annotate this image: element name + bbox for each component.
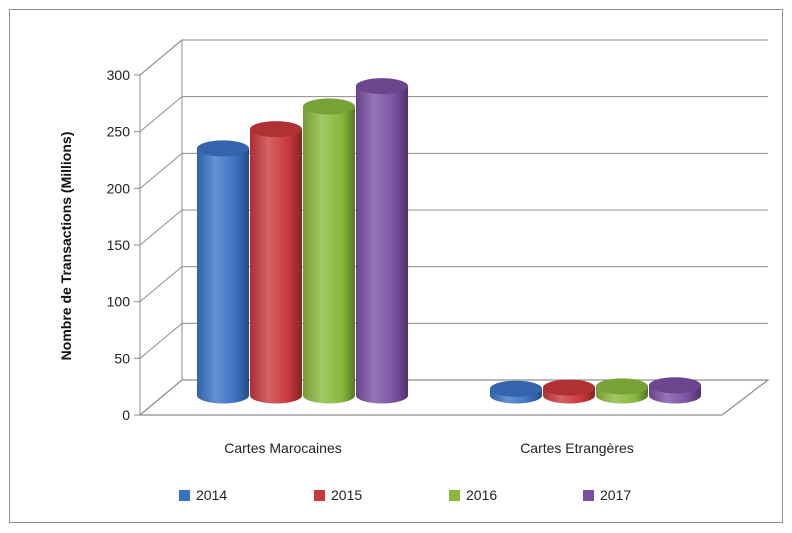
bar-body — [197, 148, 249, 404]
bar-top — [596, 378, 648, 395]
category-label: Cartes Etrangères — [520, 440, 634, 456]
y-tick-label: 100 — [107, 294, 131, 310]
legend: 2014 2015 2016 2017 — [179, 487, 631, 503]
gridline — [139, 96, 768, 133]
y-tick-label: 150 — [107, 237, 131, 253]
bar-body — [303, 106, 355, 404]
gridline — [139, 209, 768, 246]
legend-item-2017: 2017 — [583, 487, 631, 503]
bar-top — [303, 98, 355, 115]
y-tick-label: 300 — [107, 67, 131, 83]
bar-2015-1 — [543, 379, 595, 404]
gridline — [139, 266, 768, 303]
bar-2014-1 — [490, 380, 542, 404]
legend-item-2016: 2016 — [449, 487, 497, 503]
bar-2017-0 — [356, 78, 408, 404]
bar-top — [649, 377, 701, 394]
bar-top — [543, 379, 595, 396]
y-tick-label: 200 — [107, 180, 131, 196]
gridline — [139, 39, 768, 76]
legend-swatch — [314, 490, 325, 501]
gridline — [139, 152, 768, 189]
bar-body — [250, 129, 302, 404]
legend-label: 2015 — [331, 487, 362, 503]
bar-top — [197, 140, 249, 157]
category-label: Cartes Marocaines — [224, 440, 342, 456]
gridlines — [139, 39, 768, 359]
legend-swatch — [449, 490, 460, 501]
legend-item-2014: 2014 — [179, 487, 227, 503]
bar-2016-1 — [596, 378, 648, 404]
bars — [197, 78, 701, 404]
y-tick-label: 50 — [114, 350, 130, 366]
legend-swatch — [179, 490, 190, 501]
bar-2017-1 — [649, 377, 701, 404]
legend-swatch — [583, 490, 594, 501]
y-tick-label: 250 — [107, 124, 131, 140]
bar-2016-0 — [303, 98, 355, 404]
legend-label: 2016 — [466, 487, 497, 503]
legend-label: 2017 — [600, 487, 631, 503]
bar-top — [356, 78, 408, 95]
bar-2015-0 — [250, 121, 302, 404]
y-axis-ticks: 0 50 100 150 200 250 300 — [107, 67, 140, 423]
bar-2014-0 — [197, 140, 249, 404]
y-axis-label: Nombre de Transactions (Millions) — [58, 132, 74, 361]
gridline — [139, 322, 768, 359]
legend-item-2015: 2015 — [314, 487, 362, 503]
bar-top — [490, 380, 542, 397]
legend-label: 2014 — [196, 487, 227, 503]
x-axis-categories: Cartes Marocaines Cartes Etrangères — [224, 440, 634, 456]
bar-top — [250, 121, 302, 138]
bar-body — [356, 86, 408, 404]
y-tick-label: 0 — [122, 407, 130, 423]
